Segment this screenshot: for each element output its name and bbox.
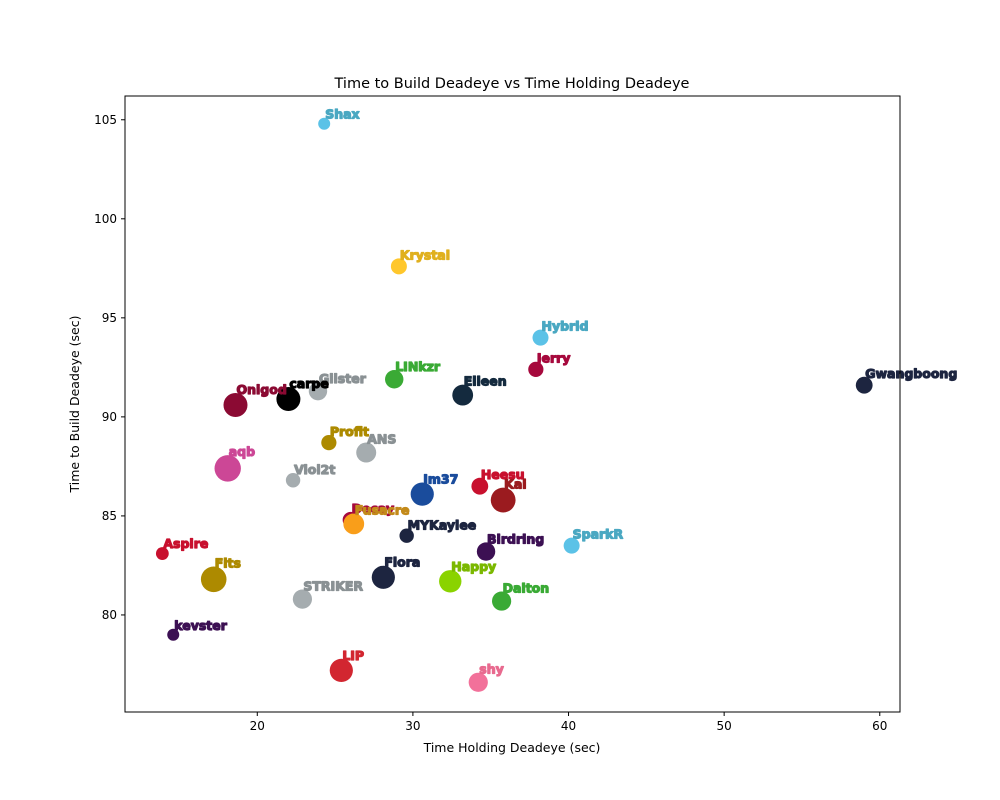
point-label-elleen: Elleen — [464, 374, 507, 389]
x-axis-label: Time Holding Deadeye (sec) — [423, 740, 601, 755]
point-profit — [321, 435, 337, 451]
point-label-happy: Happy — [451, 559, 496, 574]
point-dalton — [492, 591, 512, 611]
point-label-hybrid: Hybrid — [542, 319, 589, 334]
point-labels-layer: Shax Krystal Hybrid Jerry Gwangboong LINkzr El… — [163, 106, 958, 677]
point-label-dalton: Dalton — [503, 580, 550, 595]
point-label-linkzr: LINkzr — [395, 359, 441, 374]
point-aqb — [214, 455, 241, 482]
point-label-mykaylee: MYKaylee — [408, 518, 477, 533]
point-hybrid — [532, 329, 549, 346]
point-viol2t — [285, 473, 301, 488]
point-label-profit: Profit — [330, 424, 369, 439]
x-tick-label: 20 — [250, 719, 265, 733]
point-label-fusacre: Fusacre — [355, 502, 410, 517]
point-jerry — [528, 361, 544, 377]
point-im37 — [410, 482, 434, 506]
point-label-viol2t: Viol2t — [294, 462, 335, 477]
point-lip — [329, 658, 353, 683]
point-label-decay: Decay — [352, 501, 394, 516]
point-shax — [318, 117, 331, 130]
point-linkzr — [385, 370, 404, 389]
point-label-shax: Shax — [325, 107, 359, 122]
point-striker — [292, 589, 313, 609]
point-label-onigod: Onigod — [236, 382, 286, 397]
point-elleen — [452, 384, 474, 406]
y-tick-label: 90 — [102, 410, 117, 424]
plot-frame — [124, 95, 901, 713]
point-label-striker: STRIKER — [303, 578, 363, 593]
point-gwangboong — [855, 376, 873, 394]
point-aspire — [155, 547, 169, 560]
y-axis-label: Time to Build Deadeye (sec) — [67, 316, 82, 494]
point-onigod — [223, 392, 248, 417]
y-tick-label: 85 — [102, 509, 117, 523]
point-label-heesu: Heesu — [481, 467, 525, 482]
y-tick-label: 80 — [102, 608, 117, 622]
points-layer — [155, 117, 873, 692]
point-label-ans: ANS — [367, 432, 396, 447]
x-tick-label: 50 — [717, 719, 732, 733]
point-kevster — [167, 628, 180, 641]
point-carpe — [276, 387, 301, 412]
point-label-aspire: Aspire — [163, 536, 208, 551]
point-krystal — [390, 258, 407, 275]
point-label-im37: Im37 — [423, 472, 458, 487]
point-ans — [356, 442, 377, 463]
x-tick-label: 30 — [405, 719, 420, 733]
point-fits — [200, 566, 227, 593]
point-fusacre — [343, 513, 365, 535]
y-tick-label: 100 — [94, 212, 117, 226]
point-label-shy: shy — [479, 662, 504, 677]
chart-title: Time to Build Deadeye vs Time Holding De… — [334, 76, 690, 92]
point-label-glister: Glister — [319, 371, 367, 386]
y-axis-ticks: 80 85 90 95 100 105 — [94, 113, 125, 622]
point-label-sparkr: SparkR — [573, 527, 624, 542]
point-birdring — [476, 542, 496, 561]
point-label-gwangboong: Gwangboong — [865, 366, 957, 381]
point-kai — [490, 487, 516, 513]
point-mykaylee — [399, 528, 414, 543]
point-happy — [439, 570, 462, 593]
y-tick-label: 105 — [94, 113, 117, 127]
x-tick-label: 40 — [561, 719, 576, 733]
point-flora — [371, 565, 395, 589]
x-axis-ticks: 20 30 40 50 60 — [250, 712, 887, 733]
point-label-aqb: aqb — [229, 444, 255, 459]
point-glister — [308, 381, 328, 401]
point-sparkr — [563, 537, 580, 554]
point-label-lip: LIP — [342, 648, 364, 663]
point-label-carpe: carpe — [289, 376, 328, 391]
point-label-kevster: kevster — [174, 618, 227, 633]
point-heesu — [471, 477, 489, 495]
point-label-jerry: Jerry — [536, 351, 571, 366]
point-label-flora: Flora — [384, 555, 420, 570]
point-label-krystal: Krystal — [400, 247, 450, 262]
x-tick-label: 60 — [872, 719, 887, 733]
point-shy — [468, 672, 488, 692]
y-tick-label: 95 — [102, 311, 117, 325]
point-label-kai: Kai — [504, 477, 526, 492]
point-label-fits: Fits — [215, 555, 241, 570]
point-label-birdring: Birdring — [487, 531, 544, 546]
